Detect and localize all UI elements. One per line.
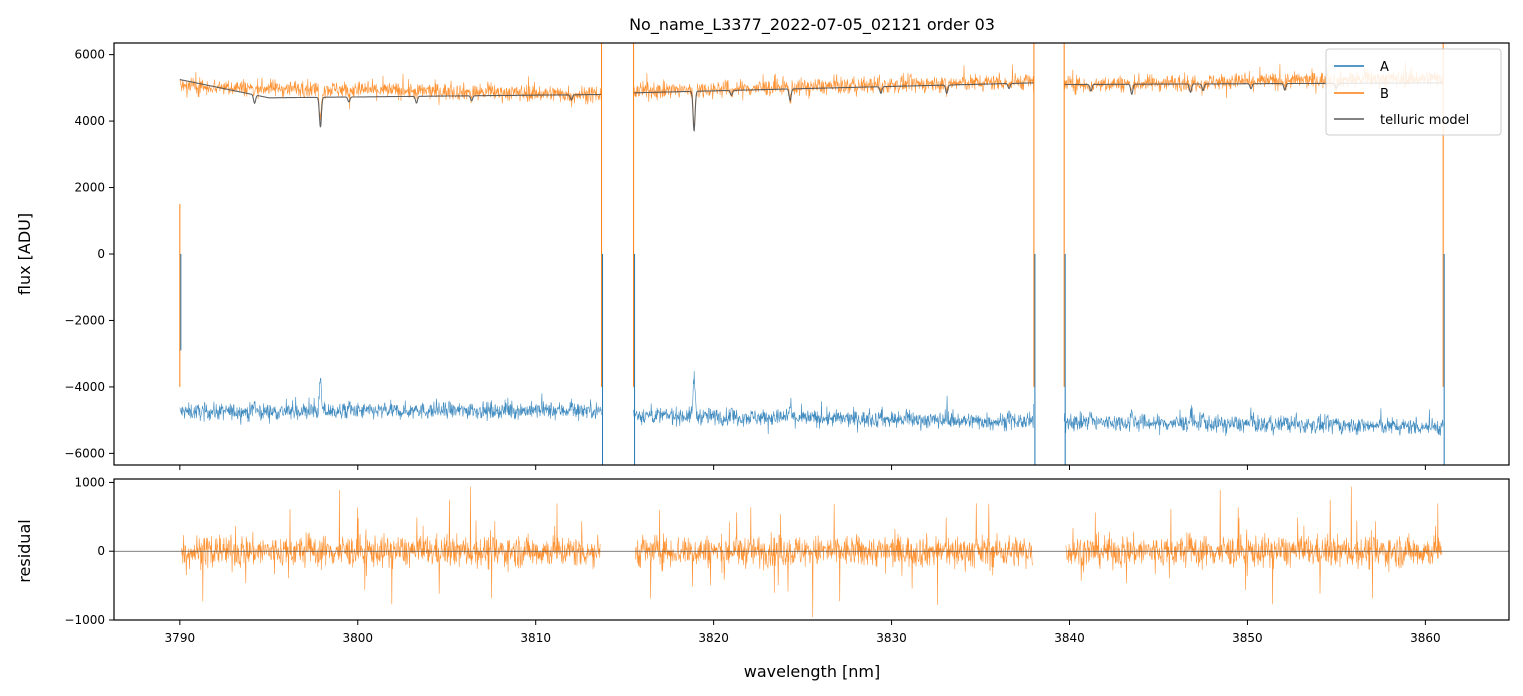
- series-A-segment-3: [1063, 405, 1444, 437]
- residual-x-ticks: 3790 3800 3810 3820 3830 3840 3850 3860: [165, 620, 1441, 645]
- residual-xtick-label: 3850: [1232, 631, 1263, 645]
- series-A-segment-1: [179, 377, 602, 425]
- series-residual-segment-3: [1065, 486, 1443, 605]
- residual-ytick-label: 0: [97, 544, 105, 558]
- flux-ytick-label: 6000: [74, 48, 105, 62]
- residual-xtick-label: 3840: [1054, 631, 1085, 645]
- residual-xtick-label: 3790: [165, 631, 196, 645]
- flux-ytick-label: 2000: [74, 181, 105, 195]
- series-telluric-model-segment-1: [179, 79, 602, 128]
- flux-ytick-label: −4000: [64, 380, 105, 394]
- chart-title: No_name_L3377_2022-07-05_02121 order 03: [629, 15, 995, 35]
- residual-xtick-label: 3810: [520, 631, 551, 645]
- series-A-segment-2: [633, 371, 1034, 435]
- residual-ytick-label: −1000: [64, 613, 105, 627]
- flux-ytick-label: 0: [97, 247, 105, 261]
- legend-box: [1325, 48, 1502, 136]
- flux-x-ticks: [179, 465, 1426, 470]
- flux-plot-frame: [113, 42, 1510, 466]
- residual-plot-frame: [113, 478, 1510, 621]
- series-residual-segment-2: [635, 503, 1033, 618]
- flux-ytick-label: 4000: [74, 114, 105, 128]
- flux-ytick-label: −6000: [64, 446, 105, 460]
- flux-y-label: flux [ADU]: [15, 213, 34, 295]
- flux-series-group: [179, 43, 1445, 465]
- series-residual-segment-1: [181, 486, 601, 605]
- series-B-segment-2: [633, 64, 1034, 130]
- residual-xtick-label: 3820: [698, 631, 729, 645]
- residual-xtick-label: 3830: [876, 631, 907, 645]
- residual-y-ticks: −1000 0 1000: [64, 475, 114, 627]
- residual-series-group: [181, 486, 1443, 618]
- legend-label-telluric: telluric model: [1380, 113, 1469, 128]
- legend-label-b: B: [1380, 87, 1389, 102]
- residual-ytick-label: 1000: [74, 475, 105, 489]
- residual-xtick-label: 3800: [342, 631, 373, 645]
- legend: A B telluric model: [1325, 48, 1502, 136]
- flux-y-ticks: −6000 −4000 −2000 0 2000 4000 6000: [64, 48, 114, 460]
- flux-ytick-label: −2000: [64, 313, 105, 327]
- series-telluric-model-segment-2: [633, 82, 1034, 132]
- x-axis-label: wavelength [nm]: [744, 662, 881, 681]
- residual-xtick-label: 3860: [1410, 631, 1441, 645]
- residual-y-label: residual: [15, 519, 34, 582]
- legend-label-a: A: [1380, 60, 1389, 75]
